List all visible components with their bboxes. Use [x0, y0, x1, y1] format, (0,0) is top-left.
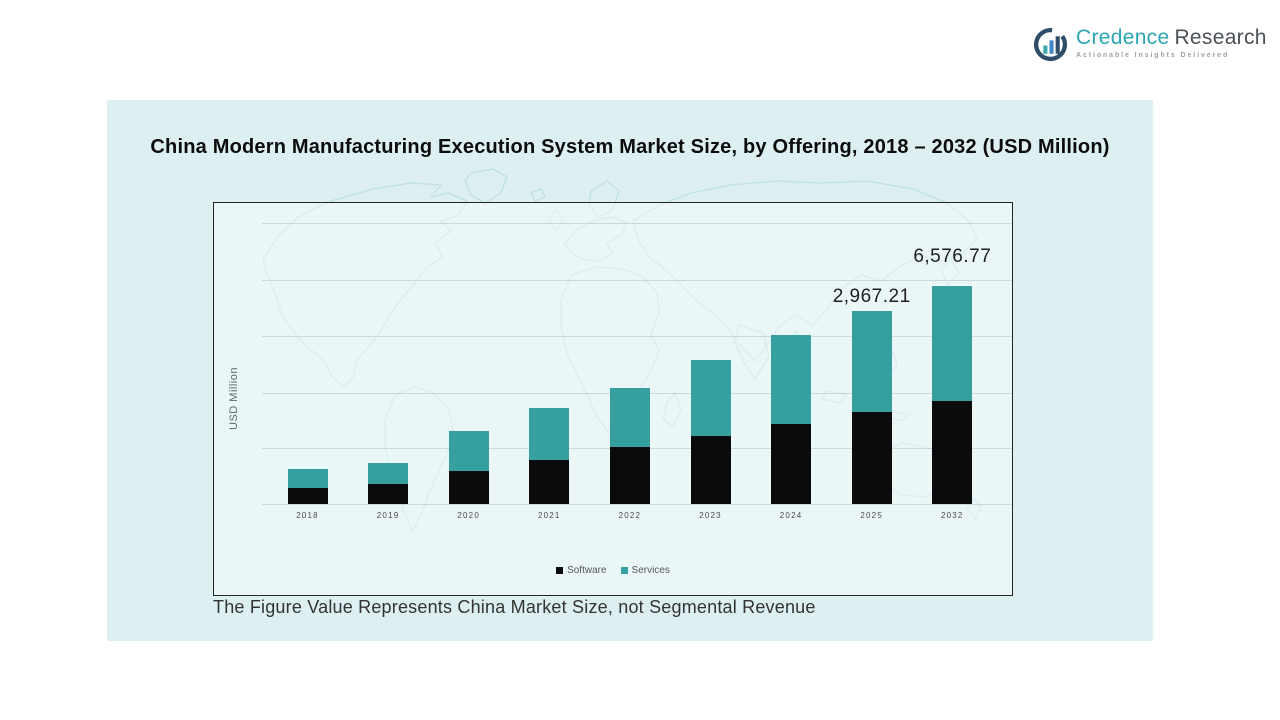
brand-logo: Credence Research Actionable Insights Del…	[1032, 26, 1267, 63]
category-label: 2025	[860, 511, 883, 520]
chart-legend: Software Services	[214, 565, 1012, 576]
bar-segment-software	[609, 447, 650, 504]
bar-segment-services	[932, 286, 973, 401]
brand-logo-text: Credence Research Actionable Insights Del…	[1076, 26, 1267, 59]
bar-segment-services	[851, 311, 892, 412]
gridline	[262, 223, 1012, 224]
bar-segment-software	[932, 401, 973, 504]
bar-segment-services	[287, 469, 328, 488]
category-label: 2021	[537, 511, 561, 520]
bar-segment-services	[690, 360, 731, 436]
bar-segment-services	[771, 335, 812, 424]
brand-name-secondary: Research	[1174, 26, 1267, 49]
bar-segment-software	[287, 488, 328, 504]
legend-label: Services	[631, 565, 670, 576]
category-label: 2019	[376, 511, 400, 520]
category-label: 2020	[457, 511, 480, 520]
bar-segment-software	[448, 471, 489, 504]
legend-item-software: Software	[556, 565, 607, 576]
chart-footnote: The Figure Value Represents China Market…	[213, 597, 816, 617]
brand-logo-icon	[1033, 27, 1068, 62]
gridline	[262, 336, 1012, 337]
bar-segment-services	[529, 408, 570, 460]
chart-title: China Modern Manufacturing Execution Sys…	[150, 136, 1110, 158]
category-label: 2018	[296, 511, 319, 520]
category-label: 2024	[779, 511, 803, 520]
bar-segment-software	[771, 424, 812, 504]
bar-segment-software	[529, 460, 570, 504]
bar-segment-services	[368, 463, 409, 484]
chart-panel: China Modern Manufacturing Execution Sys…	[107, 100, 1153, 641]
brand-tagline: Actionable Insights Delivered	[1076, 52, 1230, 59]
category-label: 2022	[618, 511, 642, 520]
bar-segment-software	[851, 412, 892, 504]
category-label: 2032	[940, 511, 964, 520]
bar-segment-services	[609, 388, 650, 447]
legend-swatch	[620, 567, 628, 574]
plot-area: 2018 2019 2020 2021 2022 2023 2024 2025 2032 2,96…	[214, 203, 1012, 595]
gridline	[262, 280, 1012, 281]
bar-segment-software	[690, 436, 731, 504]
bar-segment-services	[448, 431, 489, 471]
legend-item-services: Services	[620, 565, 670, 576]
legend-label: Software	[567, 565, 607, 576]
brand-name: Credence Research	[1076, 26, 1267, 50]
gridline	[262, 504, 1012, 505]
bar-segment-software	[368, 484, 409, 504]
data-label: 6,576.77	[913, 246, 992, 267]
category-label: 2023	[699, 511, 722, 520]
brand-name-primary: Credence	[1076, 26, 1170, 49]
chart-frame: USD Million 2018 2019 2020 2021 2022 2023 2024…	[213, 202, 1013, 596]
legend-swatch	[556, 567, 564, 574]
data-label: 2,967.21	[832, 286, 911, 307]
